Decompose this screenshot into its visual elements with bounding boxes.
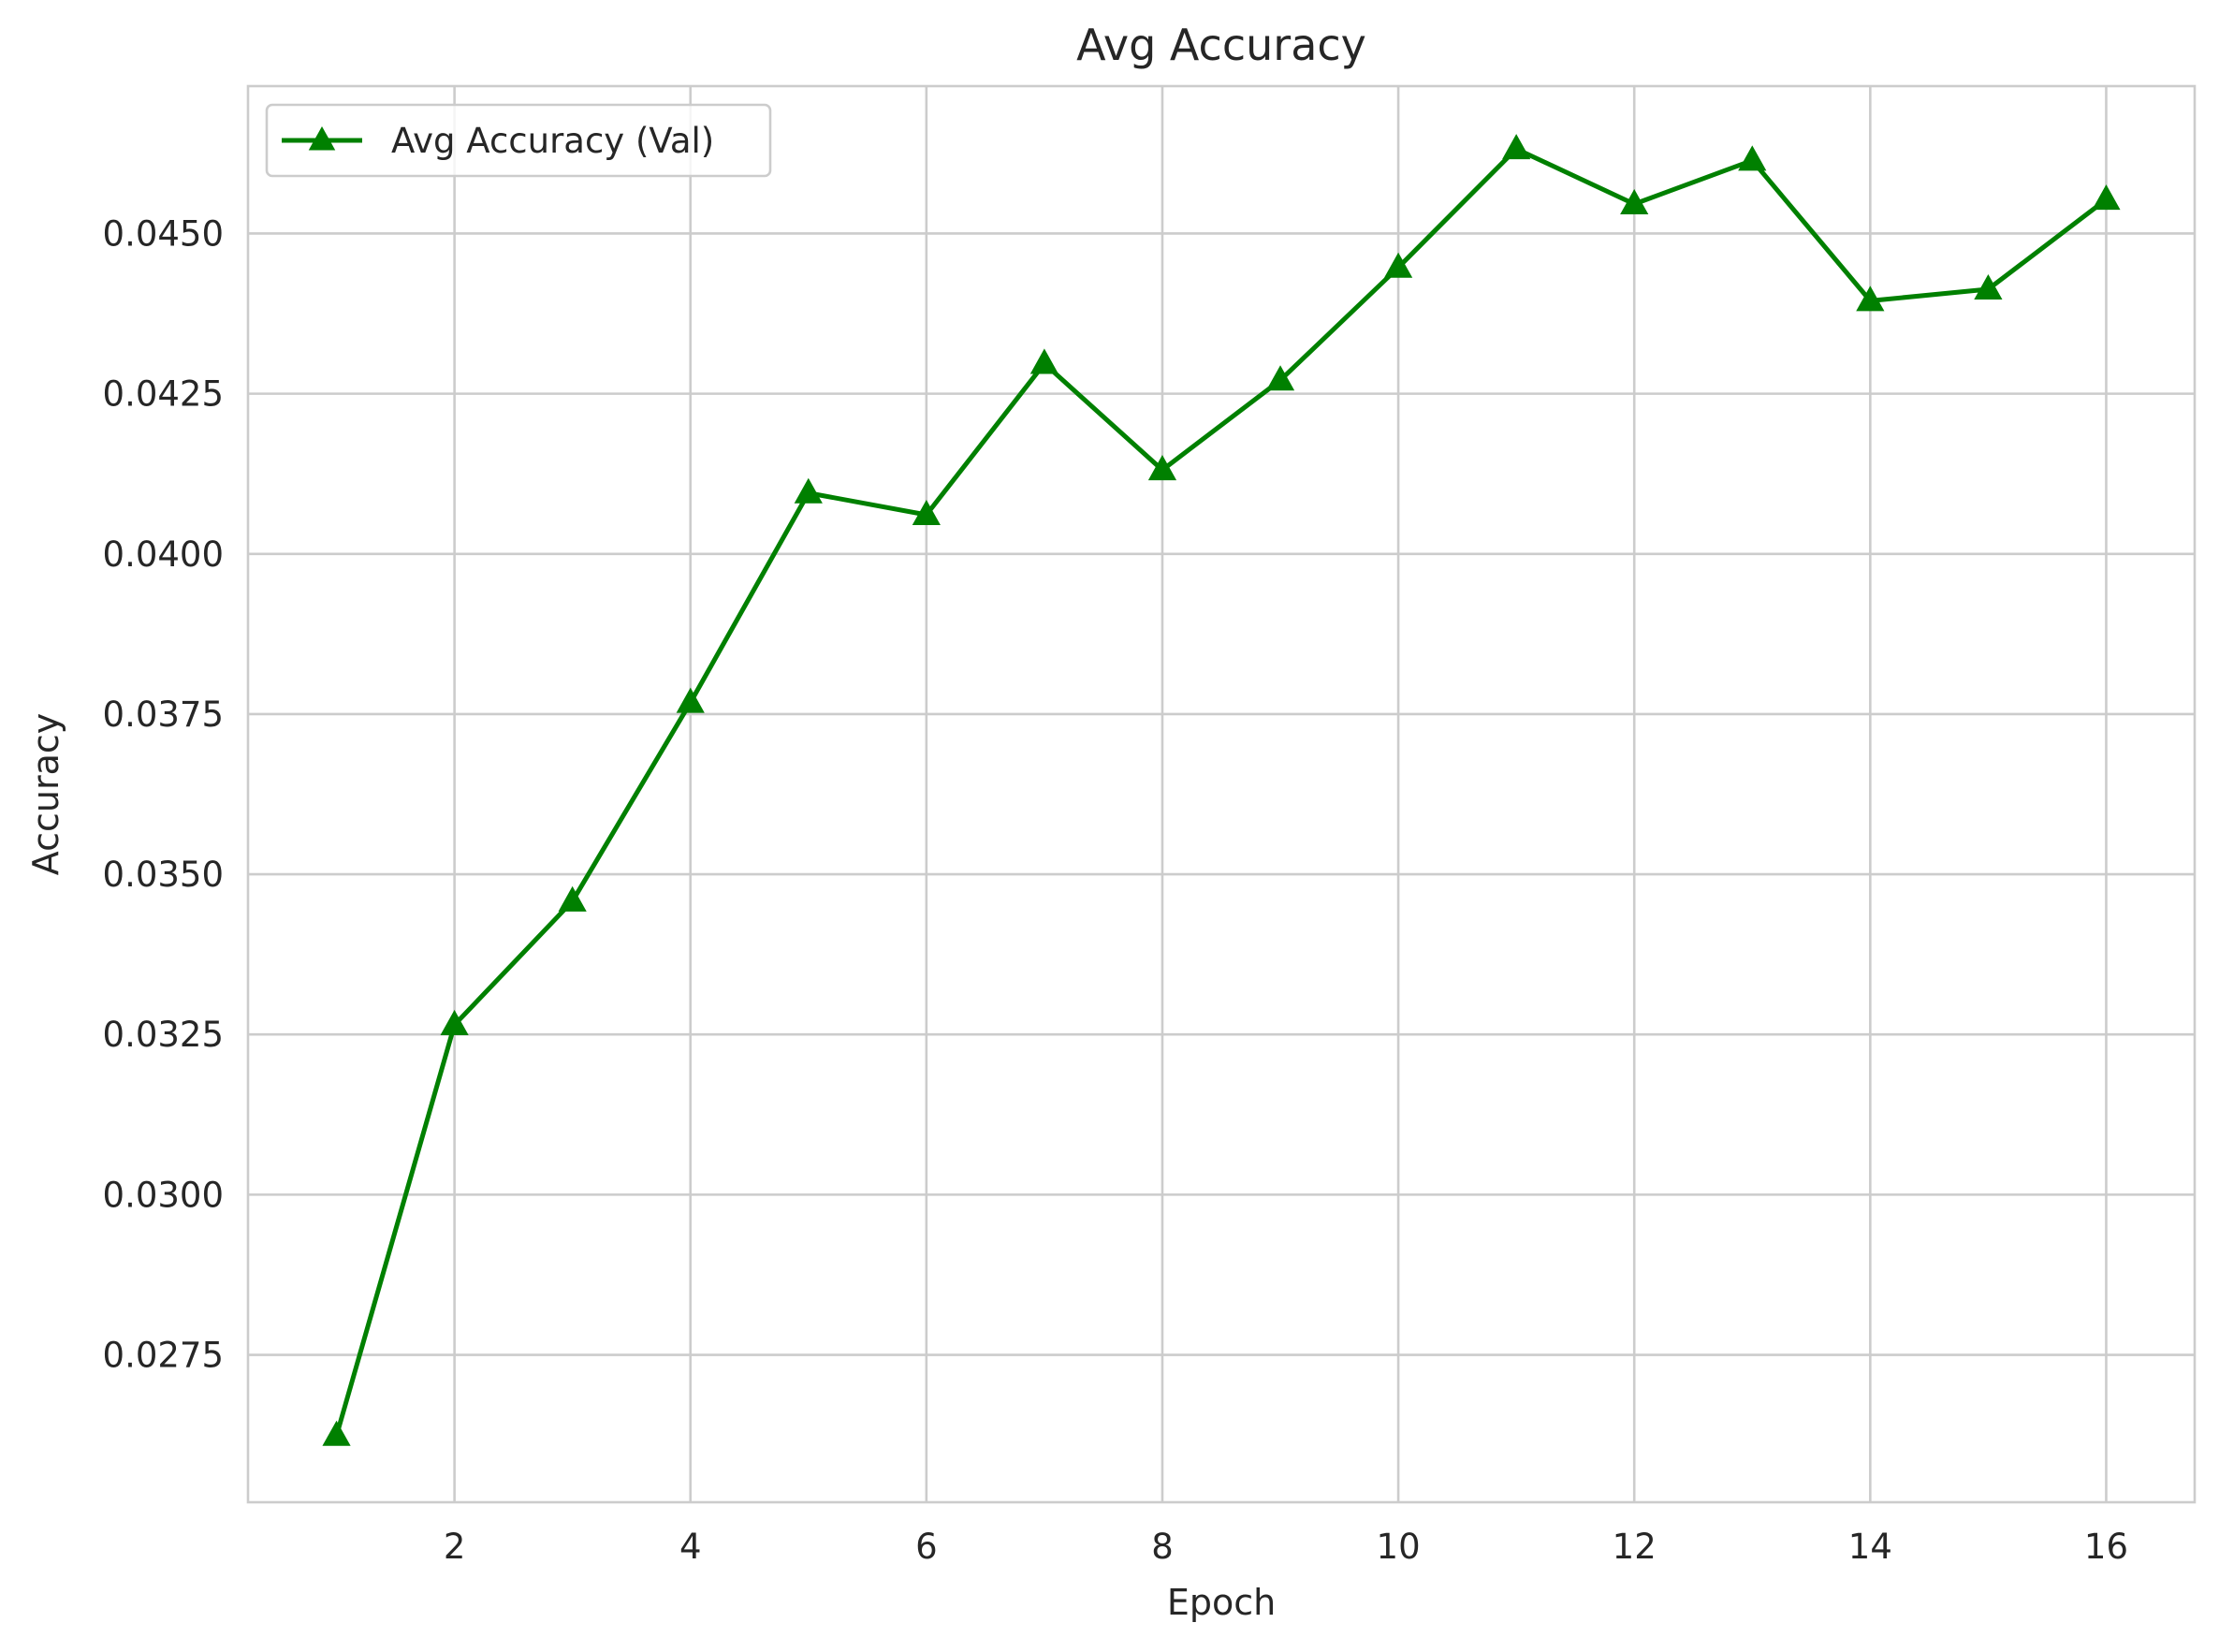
data-point-triangle [1738,145,1767,171]
legend-box [265,103,772,178]
x-tick-label: 8 [1151,1527,1174,1567]
y-tick-label: 0.0275 [103,1336,224,1376]
series-layer [322,134,2121,1446]
x-tick-label: 10 [1377,1527,1421,1567]
data-point-triangle [676,687,705,713]
data-point-triangle [1383,252,1413,278]
y-tick-label: 0.0425 [103,374,224,415]
x-tick-label: 2 [444,1527,466,1567]
grid [248,86,2195,1502]
data-point-triangle [1147,455,1177,481]
data-point-triangle [912,499,941,526]
x-tick-label: 16 [2084,1527,2128,1567]
plot-frame [246,84,2197,1504]
legend-triangle-marker-icon [308,126,336,151]
x-tick-label: 6 [915,1527,938,1567]
data-point-triangle [322,1420,351,1446]
y-tick-labels: 0.0275 0.0300 0.0325 0.0350 0.0375 0.0400 0.04… [103,213,224,1375]
series-line [334,146,2109,1439]
y-axis-label: Accuracy [25,713,66,876]
legend: Avg Accuracy (Val) [265,103,772,178]
data-point-triangle [1265,365,1295,391]
data-point-triangle [1974,273,2003,300]
y-tick-label: 0.0375 [103,694,224,735]
data-point-triangle [1620,188,1649,214]
x-tick-labels: 2 4 6 8 10 12 14 16 [444,1527,2128,1567]
chart-title: Avg Accuracy [1076,20,1366,70]
y-tick-label: 0.0400 [103,534,224,575]
legend-label: Avg Accuracy (Val) [391,121,714,161]
y-tick-label: 0.0350 [103,855,224,895]
y-tick-label: 0.0325 [103,1015,224,1055]
data-point-triangle [794,477,823,504]
data-point-triangle [1856,285,1885,312]
x-tick-label: 4 [679,1527,702,1567]
y-tick-label: 0.0450 [103,213,224,254]
y-tick-label: 0.0300 [103,1175,224,1215]
data-point-triangle [2092,184,2121,211]
x-tick-label: 14 [1848,1527,1892,1567]
data-point-triangle [1502,134,1531,160]
data-point-triangle [558,885,587,912]
x-tick-label: 12 [1613,1527,1657,1567]
data-point-triangle [440,1009,469,1035]
data-point-triangle [1029,348,1059,374]
x-axis-label: Epoch [1167,1582,1276,1623]
